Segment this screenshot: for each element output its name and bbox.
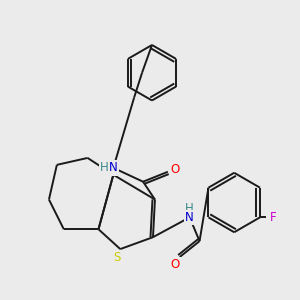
Text: O: O: [170, 163, 179, 176]
Text: N: N: [109, 161, 118, 174]
Text: S: S: [114, 251, 121, 265]
Text: H: H: [100, 161, 109, 174]
Text: O: O: [170, 258, 179, 272]
Text: N: N: [185, 211, 194, 224]
Text: F: F: [269, 211, 276, 224]
Text: H: H: [185, 202, 194, 215]
